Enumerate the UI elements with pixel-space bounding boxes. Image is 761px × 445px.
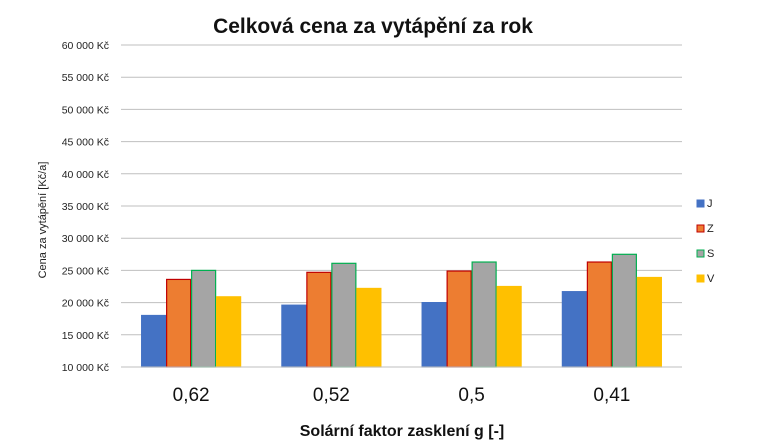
x-tick-label: 0,5 bbox=[458, 385, 484, 406]
bars bbox=[141, 253, 662, 368]
bar-Z-3 bbox=[586, 261, 612, 368]
y-tick-label: 25 000 Kč bbox=[62, 265, 109, 277]
bar-J-1 bbox=[281, 304, 307, 368]
x-tick-label: 0,52 bbox=[313, 385, 350, 406]
y-axis-label: Cena za vytápění [Kč/a] bbox=[37, 162, 49, 279]
bar-V-1 bbox=[356, 287, 382, 368]
y-tick-label: 60 000 Kč bbox=[62, 40, 109, 52]
y-tick-label: 30 000 Kč bbox=[62, 233, 109, 245]
y-tick-label: 45 000 Kč bbox=[62, 137, 109, 149]
bar-J-3 bbox=[561, 291, 587, 368]
bar-S-0 bbox=[191, 269, 217, 368]
legend-swatch-V bbox=[696, 274, 705, 283]
bar-S-3 bbox=[611, 253, 637, 368]
legend-label-S: S bbox=[707, 248, 714, 260]
bar-V-0 bbox=[216, 296, 242, 368]
bar-Z-2 bbox=[446, 270, 472, 368]
chart-title: Celková cena za vytápění za rok bbox=[213, 15, 533, 38]
bar-J-0 bbox=[141, 314, 167, 368]
y-tick-label: 20 000 Kč bbox=[62, 298, 109, 310]
y-axis-ticks: 10 000 Kč 15 000 Kč 20 000 Kč 25 000 Kč 30 0… bbox=[62, 40, 109, 374]
bar-S-1 bbox=[331, 262, 357, 368]
bar-Z-1 bbox=[306, 271, 332, 368]
bar-Z-0 bbox=[166, 278, 192, 368]
legend-swatch-Z bbox=[696, 224, 705, 233]
legend-label-V: V bbox=[707, 273, 715, 285]
legend-swatch-S bbox=[696, 249, 705, 258]
y-tick-label: 35 000 Kč bbox=[62, 201, 109, 213]
bar-V-2 bbox=[496, 285, 522, 368]
y-tick-label: 50 000 Kč bbox=[62, 104, 109, 116]
x-tick-label: 0,62 bbox=[173, 385, 210, 406]
y-tick-label: 40 000 Kč bbox=[62, 169, 109, 181]
legend-label-Z: Z bbox=[707, 223, 714, 235]
y-tick-label: 15 000 Kč bbox=[62, 330, 109, 342]
legend: J Z S V bbox=[696, 198, 715, 285]
legend-swatch-J bbox=[696, 199, 705, 208]
x-axis-label: Solární faktor zasklení g [-] bbox=[300, 423, 504, 440]
y-tick-label: 10 000 Kč bbox=[62, 362, 109, 374]
bar-V-3 bbox=[636, 276, 662, 368]
legend-label-J: J bbox=[707, 198, 713, 210]
y-tick-label: 55 000 Kč bbox=[62, 72, 109, 84]
x-tick-label: 0,41 bbox=[593, 385, 630, 406]
bar-S-2 bbox=[471, 261, 497, 368]
x-axis-ticks: 0,62 0,52 0,5 0,41 bbox=[173, 385, 631, 406]
bar-J-2 bbox=[421, 302, 447, 368]
